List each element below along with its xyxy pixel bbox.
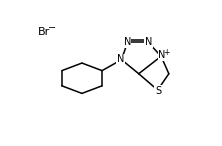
Text: +: + bbox=[163, 48, 170, 57]
Text: N: N bbox=[158, 50, 166, 60]
Text: N: N bbox=[117, 54, 124, 64]
Text: S: S bbox=[155, 86, 161, 96]
Text: −: − bbox=[48, 23, 56, 33]
Text: Br: Br bbox=[38, 27, 50, 37]
Text: N: N bbox=[145, 37, 152, 47]
Text: N: N bbox=[123, 37, 131, 47]
